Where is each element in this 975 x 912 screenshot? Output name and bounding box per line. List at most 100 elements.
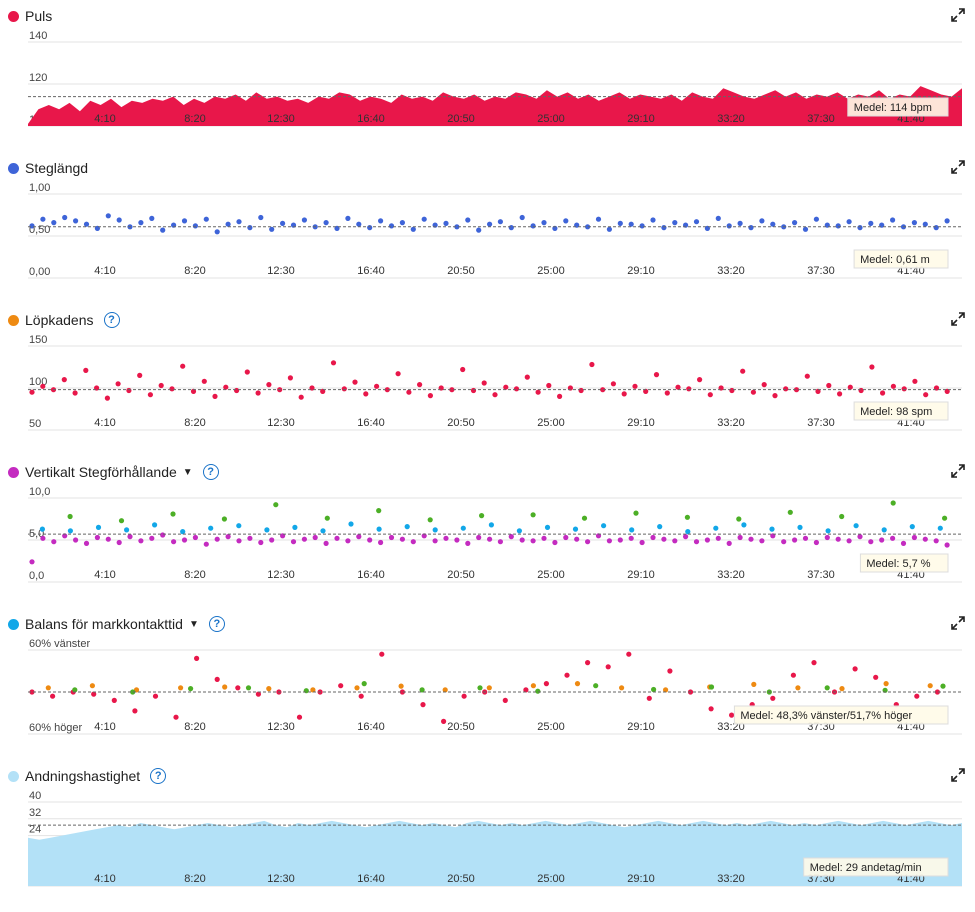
data-point — [345, 215, 351, 221]
data-point — [585, 660, 591, 666]
help-icon[interactable]: ? — [103, 312, 120, 328]
dropdown-caret-icon[interactable]: ▼ — [182, 466, 193, 478]
average-label-box — [853, 401, 949, 421]
data-point — [116, 217, 122, 223]
data-point — [873, 674, 879, 680]
data-point — [900, 540, 907, 546]
data-point — [115, 381, 121, 387]
data-point — [564, 672, 570, 678]
x-tick-label: 25:00 — [537, 721, 565, 733]
data-point — [881, 527, 887, 533]
panel-header: Andningshastighet? — [8, 766, 167, 786]
data-point — [793, 387, 800, 393]
data-point — [341, 386, 347, 392]
x-tick-label: 16:40 — [357, 265, 385, 277]
data-point — [287, 375, 293, 381]
x-tick-label: 33:20 — [717, 417, 745, 429]
data-point — [651, 686, 657, 693]
data-point — [465, 540, 471, 546]
average-label: Medel: 114 bpm — [854, 102, 932, 114]
data-point — [942, 515, 948, 521]
data-point — [933, 538, 939, 544]
x-tick-label: 12:30 — [267, 721, 295, 733]
data-point — [180, 529, 186, 535]
data-point — [621, 391, 627, 397]
data-point — [508, 225, 514, 231]
panel-steglangd: Steglängd 1,00 0,50 0,00 4:10 8:20 12:30 16:40 2… — [0, 152, 975, 304]
data-point — [581, 515, 588, 521]
data-point — [708, 684, 715, 690]
expand-icon[interactable] — [951, 464, 965, 478]
data-point — [111, 697, 117, 703]
data-point — [629, 527, 635, 533]
data-point — [334, 535, 340, 541]
data-point — [783, 386, 789, 392]
data-point — [839, 686, 845, 692]
legend-dot-icon — [8, 770, 19, 782]
data-point — [633, 510, 639, 516]
x-tick-label: 33:20 — [717, 873, 745, 885]
data-point — [502, 697, 508, 703]
legend-dot-icon — [8, 466, 19, 478]
data-point — [421, 216, 427, 222]
expand-icon[interactable] — [951, 312, 965, 326]
panel-header: Puls — [8, 6, 52, 26]
expand-icon[interactable] — [951, 8, 965, 22]
data-point — [824, 685, 830, 691]
data-point — [40, 216, 46, 222]
data-point — [751, 681, 757, 687]
data-point — [51, 539, 57, 545]
data-point — [628, 535, 634, 541]
data-point — [519, 537, 525, 543]
data-point — [890, 217, 896, 223]
data-point — [201, 378, 207, 384]
data-point — [203, 541, 209, 547]
data-point — [697, 377, 703, 383]
x-tick-label: 8:20 — [184, 721, 205, 733]
data-point — [726, 540, 732, 546]
x-tick-label: 4:10 — [94, 873, 115, 885]
x-tick-label: 25:00 — [537, 113, 565, 125]
data-point — [497, 219, 503, 225]
x-tick-label: 33:20 — [717, 265, 745, 277]
data-point — [443, 535, 449, 541]
data-point — [404, 524, 410, 530]
data-point — [67, 528, 73, 534]
y-tick-label: 0,00 — [29, 266, 50, 278]
x-tick-label: 29:10 — [627, 721, 655, 733]
expand-icon[interactable] — [951, 160, 965, 174]
data-point — [236, 219, 242, 225]
data-point — [160, 532, 166, 538]
average-label: Medel: 0,61 m — [860, 254, 930, 266]
data-point — [535, 389, 541, 395]
data-point — [912, 378, 918, 384]
data-point — [835, 536, 841, 542]
help-icon[interactable]: ? — [202, 464, 219, 480]
data-point — [632, 383, 638, 389]
data-point — [169, 386, 175, 392]
expand-icon[interactable] — [951, 616, 965, 630]
help-icon[interactable]: ? — [208, 616, 225, 632]
data-point — [589, 361, 595, 368]
x-tick-label: 12:30 — [267, 569, 295, 581]
data-point — [73, 218, 79, 224]
data-point — [432, 527, 438, 533]
data-point — [133, 687, 140, 693]
data-point — [868, 220, 874, 226]
panel-title: Vertikalt Stegförhållande — [25, 464, 177, 480]
data-point — [922, 536, 928, 542]
data-point — [759, 218, 765, 224]
data-point — [944, 542, 950, 548]
help-icon[interactable]: ? — [150, 768, 167, 784]
data-point — [661, 225, 667, 231]
expand-icon[interactable] — [951, 768, 965, 782]
data-point — [813, 216, 820, 222]
data-point — [770, 695, 776, 701]
data-point — [546, 382, 552, 389]
data-point — [922, 221, 928, 227]
data-point — [378, 218, 384, 224]
dropdown-caret-icon[interactable]: ▼ — [188, 618, 199, 630]
data-point — [137, 372, 143, 378]
data-point — [772, 393, 778, 399]
data-point — [374, 383, 380, 389]
